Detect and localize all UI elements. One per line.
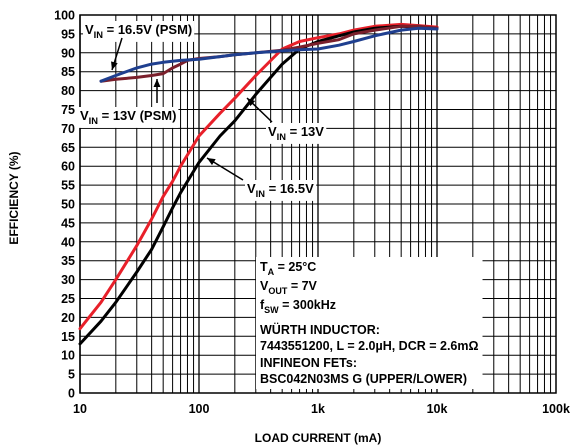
condition-line: BSC042N03MS G (UPPER/LOWER) (260, 372, 467, 386)
y-tick-label: 55 (61, 179, 75, 193)
y-tick-label: 25 (61, 292, 75, 306)
arrow-vin-16-5v-head (207, 158, 216, 166)
y-tick-label: 15 (61, 330, 75, 344)
x-tick-label: 10k (427, 402, 448, 416)
series-line-3 (99, 26, 439, 83)
y-tick-label: 85 (61, 65, 75, 79)
y-tick-label: 80 (61, 84, 75, 98)
x-tick-label: 100 (189, 402, 210, 416)
x-axis-label: LOAD CURRENT (mA) (255, 431, 382, 445)
label-vin-16-5v-psm: VIN = 16.5V (PSM) (85, 22, 192, 40)
y-tick-label: 100 (54, 9, 75, 23)
condition-line: TA = 25°C (260, 260, 316, 277)
series-line-1 (78, 24, 439, 346)
conditions-box-bg (256, 257, 483, 389)
series-lines (78, 22, 439, 346)
y-tick-label: 50 (61, 198, 75, 212)
y-tick-labels: 0 5 10 15 20 25 30 35 40 45 50 55 60 65 70 75 80 85 90 95 10… (54, 9, 75, 401)
y-tick-label: 35 (61, 254, 75, 268)
y-tick-label: 60 (61, 160, 75, 174)
annotations: VIN = 16.5V (PSM) VIN = 13V (PSM) VIN = 13… (78, 21, 483, 389)
y-tick-label: 90 (61, 46, 75, 60)
x-tick-label: 10 (73, 402, 87, 416)
x-tick-label: 1k (311, 402, 325, 416)
condition-line: 7443551200, L = 2.0µH, DCR = 2.6mΩ (260, 339, 479, 353)
y-tick-label: 5 (68, 368, 75, 382)
x-tick-labels: 10 100 1k 10k 100k (73, 402, 570, 416)
plot-frame (79, 14, 557, 394)
x-tick-label: 100k (542, 402, 570, 416)
label-vin-16-5v-bg (245, 180, 317, 201)
label-vin-16-5v: VIN = 16.5V (247, 181, 314, 199)
y-axis-label: EFFICIENCY (%) (7, 151, 21, 244)
label-vin-13v: VIN = 13V (268, 124, 324, 142)
y-tick-label: 70 (61, 122, 75, 136)
y-tick-label: 20 (61, 311, 75, 325)
condition-line: INFINEON FETs: (260, 356, 357, 370)
y-tick-label: 65 (61, 141, 75, 155)
y-tick-label: 95 (61, 27, 75, 41)
condition-line: fSW = 300kHz (260, 298, 336, 315)
label-vin-13v-psm: VIN = 13V (PSM) (80, 108, 176, 126)
y-tick-label: 75 (61, 103, 75, 117)
y-tick-label: 45 (61, 216, 75, 230)
condition-line: WÜRTH INDUCTOR: (260, 322, 380, 337)
y-tick-label: 10 (61, 349, 75, 363)
label-vin-13v-psm-bg (78, 107, 179, 128)
label-vin-13v-bg (266, 123, 327, 144)
series-line-0 (78, 22, 439, 331)
condition-line: VOUT = 7V (260, 279, 318, 296)
arrow-vin-13v-head (247, 98, 256, 107)
y-tick-label: 0 (68, 387, 75, 401)
y-tick-label: 40 (61, 235, 75, 249)
arrow-vin-16-5v-psm-head (111, 61, 118, 70)
y-tick-label: 30 (61, 273, 75, 287)
arrow-vin-13v-psm-head (153, 79, 161, 87)
label-vin-16-5v-psm-bg (83, 21, 195, 42)
